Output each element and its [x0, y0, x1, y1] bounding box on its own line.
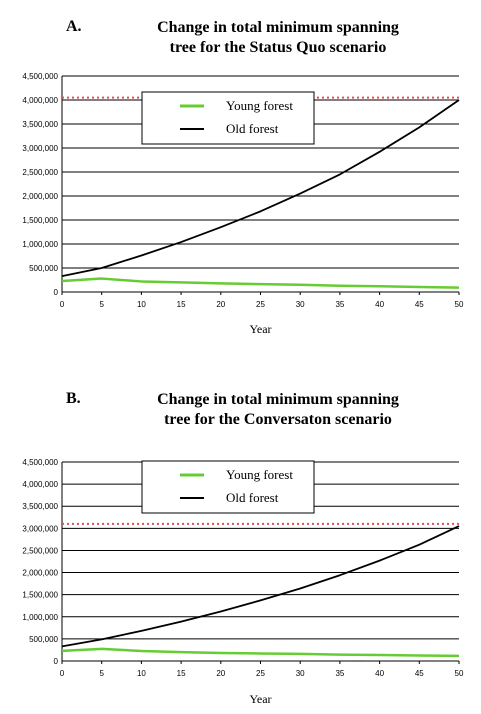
x-tick-label: 45 — [415, 300, 424, 309]
x-tick-label: 25 — [256, 300, 265, 309]
legend-label: Young forest — [226, 467, 293, 482]
x-tick-label: 25 — [256, 669, 265, 678]
y-tick-label: 1,500,000 — [22, 591, 58, 600]
y-tick-label: 2,500,000 — [22, 168, 58, 177]
x-tick-label: 50 — [455, 669, 464, 678]
y-tick-label: 4,500,000 — [22, 458, 58, 467]
chart-title-line-2: tree for the Conversaton scenario — [164, 411, 392, 428]
y-tick-label: 0 — [54, 288, 59, 297]
chart-title-line-2: tree for the Status Quo scenario — [169, 39, 387, 56]
y-tick-label: 1,000,000 — [22, 240, 58, 249]
y-tick-label: 2,500,000 — [22, 546, 58, 555]
y-tick-label: 3,000,000 — [22, 524, 58, 533]
panel-a: A. Change in total minimum spanning tree… — [22, 18, 464, 336]
y-tick-label: 3,500,000 — [22, 502, 58, 511]
x-tick-label: 0 — [60, 300, 65, 309]
x-tick-label: 15 — [177, 300, 186, 309]
chart-title-line-1: Change in total minimum spanning — [157, 391, 399, 408]
x-tick-label: 30 — [296, 669, 305, 678]
y-tick-label: 3,000,000 — [22, 144, 58, 153]
panel-b: B. Change in total minimum spanning tree… — [0, 370, 481, 714]
legend-box — [141, 91, 315, 145]
y-tick-label: 2,000,000 — [22, 569, 58, 578]
series-line-young-forest — [61, 647, 460, 658]
y-tick-label: 4,000,000 — [22, 480, 58, 489]
panel-label: A. — [66, 18, 82, 35]
line-chart-conservation: 0 500,000 1,000,000 1,500,000 2,000,000 2,500… — [22, 458, 464, 706]
x-tick-label: 0 — [60, 669, 65, 678]
x-tick-label: 10 — [137, 300, 146, 309]
y-tick-label: 4,500,000 — [22, 72, 58, 81]
x-tick-label: 35 — [335, 300, 344, 309]
chart-title-line-1: Change in total minimum spanning — [157, 19, 399, 36]
x-axis-title: Year — [249, 322, 271, 336]
x-tick-label: 5 — [99, 300, 104, 309]
legend: Young forest Old forest — [141, 91, 315, 145]
x-tick-label: 10 — [137, 669, 146, 678]
legend: Young forest Old forest — [141, 460, 315, 514]
y-tick-label: 3,500,000 — [22, 120, 58, 129]
legend-label: Young forest — [226, 98, 293, 113]
y-tick-label: 500,000 — [29, 635, 58, 644]
y-tick-label: 2,000,000 — [22, 192, 58, 201]
legend-label: Old forest — [226, 121, 279, 136]
y-tick-label: 500,000 — [29, 264, 58, 273]
series-line-old-forest — [61, 525, 460, 648]
y-tick-label: 1,000,000 — [22, 613, 58, 622]
line-chart-status-quo: 0 500,000 1,000,000 1,500,000 2,000,000 2,500… — [22, 72, 464, 336]
x-tick-label: 20 — [216, 669, 225, 678]
x-tick-label: 15 — [177, 669, 186, 678]
x-tick-label: 20 — [216, 300, 225, 309]
legend-box — [141, 460, 315, 514]
y-tick-label: 0 — [54, 657, 59, 666]
x-tick-label: 40 — [375, 300, 384, 309]
x-tick-label: 45 — [415, 669, 424, 678]
x-tick-label: 40 — [375, 669, 384, 678]
x-tick-label: 5 — [99, 669, 104, 678]
chart-title: Change in total minimum spanning tree fo… — [128, 18, 428, 58]
x-axis-title: Year — [249, 692, 271, 706]
y-tick-label: 4,000,000 — [22, 96, 58, 105]
x-tick-label: 30 — [296, 300, 305, 309]
y-tick-label: 1,500,000 — [22, 216, 58, 225]
legend-label: Old forest — [226, 490, 279, 505]
series-line-young-forest — [61, 277, 460, 289]
series-line-old-forest — [61, 99, 460, 278]
x-tick-label: 35 — [335, 669, 344, 678]
panel-label: B. — [66, 390, 81, 407]
x-tick-label: 50 — [455, 300, 464, 309]
chart-title: Change in total minimum spanning tree fo… — [128, 390, 428, 430]
